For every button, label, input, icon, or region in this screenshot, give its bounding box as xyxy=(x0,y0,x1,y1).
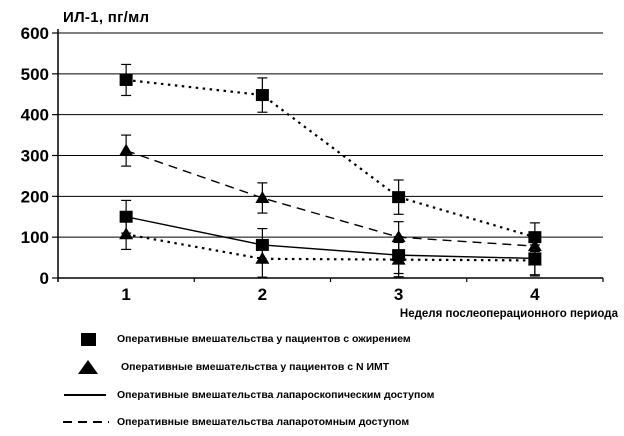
triangle-marker-icon xyxy=(78,360,98,374)
legend-label: Оперативные вмешательства лапаротомным д… xyxy=(117,416,410,428)
x-axis-label: Неделя послеоперационного периода xyxy=(399,308,618,320)
dashed-line-icon xyxy=(63,421,109,423)
legend-item-obese: Оперативные вмешательства у пациентов с … xyxy=(63,331,411,347)
series-square-dotted xyxy=(119,73,542,244)
legend-item-normal-bmi: Оперативные вмешательства у пациентов с … xyxy=(63,359,389,375)
svg-text:2: 2 xyxy=(258,285,267,304)
square-marker-icon xyxy=(81,332,96,346)
legend-label: Оперативные вмешательства у пациентов с … xyxy=(117,333,411,345)
y-tick-labels: 0 100 200 300 400 500 600 xyxy=(21,24,49,288)
svg-text:0: 0 xyxy=(40,269,49,288)
legend-label: Оперативные вмешательства лапароскопичес… xyxy=(117,389,435,401)
solid-line-icon xyxy=(64,394,106,396)
x-tick-labels: 1 2 3 4 xyxy=(121,285,540,304)
gridlines xyxy=(52,32,603,279)
svg-text:400: 400 xyxy=(21,106,49,125)
svg-text:3: 3 xyxy=(394,285,403,304)
svg-text:100: 100 xyxy=(21,228,49,247)
svg-text:300: 300 xyxy=(21,147,49,166)
axes xyxy=(57,29,604,282)
series-triangle-dotted xyxy=(119,227,542,266)
svg-text:1: 1 xyxy=(121,285,130,304)
chart-title: ИЛ-1, пг/мл xyxy=(63,9,150,26)
legend-item-laparotomy: Оперативные вмешательства лапаротомным д… xyxy=(63,414,409,430)
plot-area: 0 100 200 300 400 500 600 1 2 3 4 xyxy=(21,24,604,304)
svg-text:200: 200 xyxy=(21,187,49,206)
svg-text:4: 4 xyxy=(530,285,540,304)
series-triangle-dashed xyxy=(119,143,542,252)
legend-item-laparoscopic: Оперативные вмешательства лапароскопичес… xyxy=(63,387,434,403)
svg-text:600: 600 xyxy=(21,24,49,43)
svg-text:500: 500 xyxy=(21,65,49,84)
legend-label: Оперативные вмешательства у пациентов с … xyxy=(121,361,390,373)
